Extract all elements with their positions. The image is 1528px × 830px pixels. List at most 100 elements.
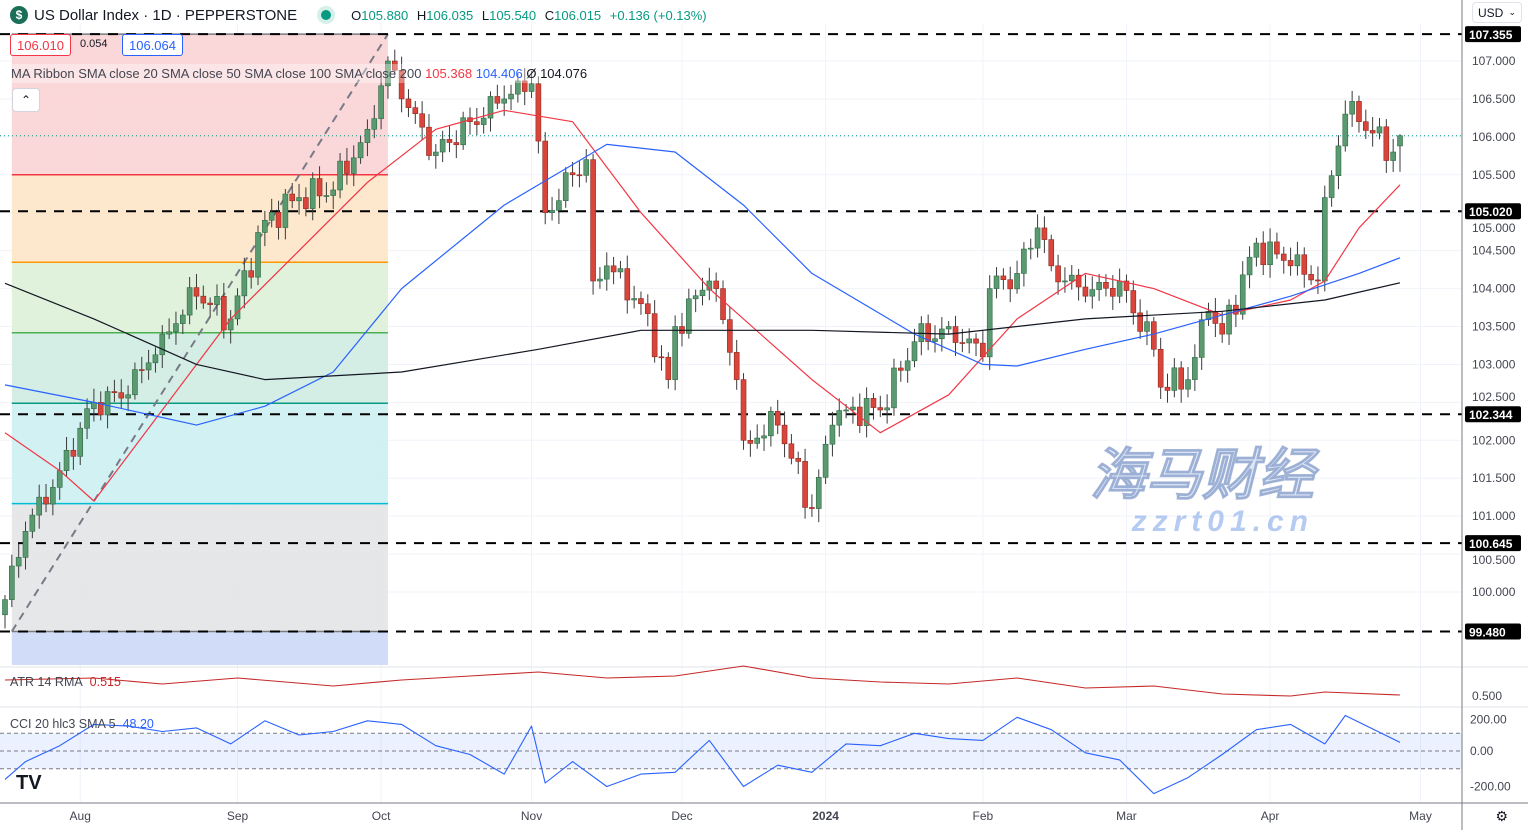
candle-up [1205, 311, 1212, 321]
candle-down [316, 178, 323, 197]
change-value: +0.136 (+0.13%) [609, 7, 707, 23]
candle-up [1376, 126, 1383, 134]
candle-down [43, 496, 49, 505]
candle-up [480, 117, 487, 125]
candle-down [665, 356, 672, 380]
cci-line [4, 714, 1401, 795]
candle-down [569, 172, 576, 176]
fib-zone [11, 262, 388, 333]
candle-down [925, 323, 931, 342]
price-level-badge [1465, 406, 1521, 423]
candle-up [597, 278, 603, 282]
atr-legend[interactable]: ATR 14 RMA 0.515 [10, 675, 121, 689]
candle-down [1055, 265, 1061, 283]
time-tick-label: Sep [227, 809, 249, 823]
candle-up [104, 391, 111, 416]
symbol-header: $ US Dollar Index · 1D · PEPPERSTONE O10… [10, 6, 712, 24]
sma50-value: 104.406 [475, 66, 523, 81]
price-level-badge [1465, 26, 1521, 43]
candle-down [494, 96, 501, 104]
candle-up [487, 96, 494, 119]
candle-down [713, 280, 719, 289]
candle-up [433, 151, 439, 156]
candle-down [535, 83, 542, 142]
candle-down [1130, 290, 1137, 314]
candle-down [1287, 260, 1294, 267]
candle-up [234, 295, 241, 320]
candle-down [1383, 126, 1390, 161]
candle-up [528, 83, 535, 92]
candle-up [152, 354, 159, 364]
candle-up [350, 157, 357, 174]
candle-up [357, 142, 364, 159]
candle-up [1192, 357, 1198, 380]
cci-tick-label: -200.00 [1470, 780, 1511, 794]
candle-up [1397, 135, 1403, 147]
price-level-badge [1465, 203, 1521, 220]
price-tick-label: 103.000 [1472, 357, 1516, 371]
candle-up [179, 314, 186, 324]
symbol-title[interactable]: US Dollar Index · 1D · PEPPERSTONE [34, 6, 298, 24]
ma-ribbon-legend[interactable]: MA Ribbon SMA close 20 SMA close 50 SMA … [8, 64, 591, 83]
currency-dropdown[interactable]: USD ⌄ [1472, 2, 1522, 23]
price-level-label: 100.645 [1469, 537, 1513, 551]
candle-up [159, 333, 166, 356]
candle-up [371, 118, 378, 130]
candle-down [221, 296, 227, 331]
candle-up [22, 531, 29, 558]
candle-up [50, 487, 56, 505]
candle-down [391, 60, 398, 71]
collapse-legend-button[interactable]: ⌃ [12, 88, 40, 112]
candle-down [118, 392, 125, 399]
tradingview-logo-icon[interactable]: TV [16, 772, 42, 794]
time-tick-label: Dec [671, 809, 692, 823]
candle-up [631, 298, 637, 301]
chevron-down-icon: ⌄ [1508, 7, 1516, 17]
candle-up [1144, 321, 1150, 332]
time-tick-label: Mar [1116, 809, 1137, 823]
candle-down [1075, 274, 1082, 288]
candle-up [699, 289, 706, 297]
candle-up [515, 80, 521, 95]
price-tick-label: 104.500 [1472, 244, 1516, 258]
candle-up [863, 398, 870, 426]
fib-zone [11, 34, 388, 175]
ma-line-sma-close-50 [4, 143, 1401, 426]
cci-tick-label: 200.00 [1470, 713, 1507, 727]
buy-button[interactable]: 106.064 [122, 34, 183, 56]
candle-down [111, 391, 118, 393]
candle-up [904, 360, 911, 371]
candle-down [1363, 121, 1369, 131]
candle-down [1164, 386, 1171, 391]
sell-button[interactable]: 106.010 [10, 34, 71, 56]
market-status-icon[interactable] [321, 10, 332, 20]
candle-down [1280, 253, 1287, 261]
candle-up [617, 268, 624, 273]
candle-down [1274, 241, 1280, 255]
candle-up [1239, 274, 1246, 315]
candle-down [1219, 323, 1226, 335]
candle-down [644, 303, 651, 314]
candle-down [97, 402, 104, 416]
price-tick-label: 102.000 [1472, 433, 1516, 447]
price-tick-label: 101.500 [1472, 471, 1516, 485]
ma-line-sma-close-20 [4, 109, 1401, 502]
price-tick-label: 103.500 [1472, 320, 1516, 334]
candle-down [289, 193, 296, 202]
candle-down [809, 507, 815, 509]
time-tick-label: Feb [973, 809, 994, 823]
spread-value: 0.054 [80, 38, 108, 50]
candle-up [29, 514, 36, 532]
candle-down [576, 174, 583, 177]
candle-up [364, 128, 371, 143]
cci-legend[interactable]: CCI 20 hlc3 SMA 5 48.20 [10, 717, 154, 731]
candle-down [781, 424, 788, 445]
candle-up [672, 326, 678, 380]
candle-up [932, 338, 938, 342]
fib-trend-line [10, 33, 389, 633]
price-tick-label: 104.000 [1472, 282, 1516, 296]
settings-icon[interactable]: ⚙ [1495, 808, 1508, 824]
candle-up [1198, 319, 1205, 358]
candle-up [132, 369, 138, 396]
